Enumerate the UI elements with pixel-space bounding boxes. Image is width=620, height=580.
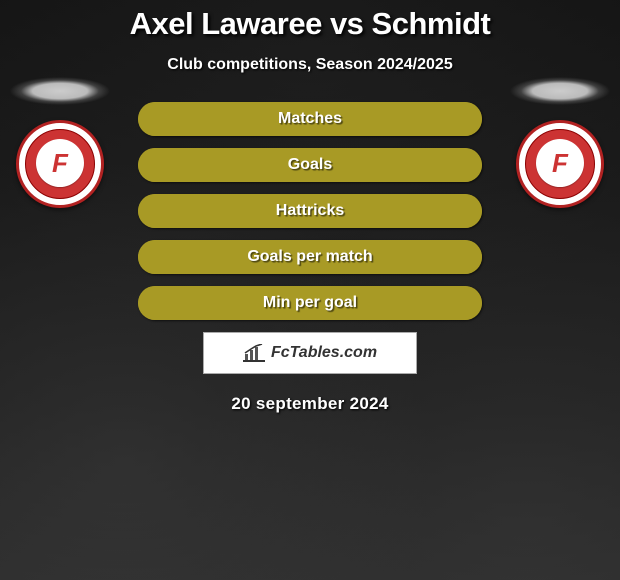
chart-icon	[243, 344, 265, 362]
attribution: FcTables.com	[203, 332, 417, 374]
stat-row: 0Hattricks	[138, 194, 482, 228]
stat-label: Min per goal	[263, 294, 357, 312]
stat-row: 2Goals	[138, 148, 482, 182]
club-logo-left	[16, 120, 104, 208]
stat-row: 3Matches	[138, 102, 482, 136]
content: Axel Lawaree vs Schmidt Club competition…	[0, 0, 620, 580]
subtitle: Club competitions, Season 2024/2025	[0, 56, 620, 74]
stat-row: 0.67Goals per match	[138, 240, 482, 274]
stat-rows: 3Matches 2Goals 0Hattricks 0.67Goals per ma…	[138, 102, 482, 320]
date: 20 september 2024	[0, 394, 620, 414]
player-silhouette-right	[506, 74, 614, 108]
stat-row: 207Min per goal	[138, 286, 482, 320]
player-silhouette-left	[6, 74, 114, 108]
comparison-stage: 3Matches 2Goals 0Hattricks 0.67Goals per ma…	[0, 74, 620, 414]
stat-label: Hattricks	[276, 202, 344, 220]
player-right	[506, 74, 614, 208]
stat-label: Matches	[278, 110, 342, 128]
stat-label: Goals per match	[247, 248, 372, 266]
attribution-text: FcTables.com	[271, 344, 377, 362]
page-title: Axel Lawaree vs Schmidt	[0, 0, 620, 42]
stat-label: Goals	[288, 156, 332, 174]
player-left	[6, 74, 114, 208]
club-logo-right	[516, 120, 604, 208]
